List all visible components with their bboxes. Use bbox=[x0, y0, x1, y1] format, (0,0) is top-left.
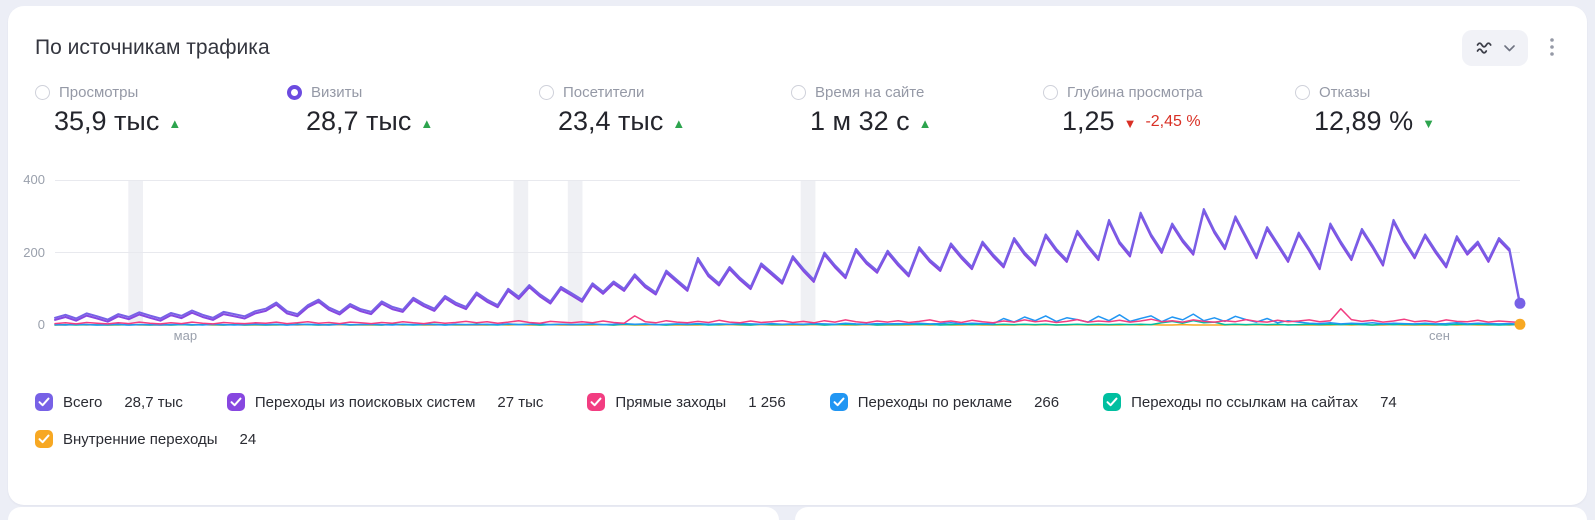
metric-value: 1 м 32 с bbox=[810, 106, 910, 136]
traffic-chart: 0 200 400 мар сен bbox=[23, 172, 1560, 347]
legend-item-direct-traffic[interactable]: Прямые заходы 1 256 bbox=[587, 393, 786, 411]
legend-label: Внутренние переходы bbox=[63, 430, 218, 448]
legend-value: 266 bbox=[1034, 393, 1060, 411]
trend-down-icon: ▼ bbox=[1422, 115, 1435, 131]
metric-label: Отказы bbox=[1319, 84, 1371, 101]
check-icon bbox=[1106, 397, 1118, 407]
legend-label: Переходы по рекламе bbox=[857, 393, 1013, 411]
metric-delta: -2,45 % bbox=[1145, 112, 1201, 130]
check-icon bbox=[38, 434, 50, 444]
radio-icon[interactable] bbox=[791, 85, 806, 100]
legend-value: 1 256 bbox=[748, 393, 786, 411]
next-card-stub-left bbox=[8, 507, 779, 520]
legend-row: Всего 28,7 тыс Переходы из поисковых сис… bbox=[35, 393, 1560, 411]
metric-label: Время на сайте bbox=[815, 84, 925, 101]
checkbox-checked-icon[interactable] bbox=[35, 430, 53, 448]
legend-label: Переходы по ссылкам на сайтах bbox=[1131, 393, 1359, 411]
check-icon bbox=[38, 397, 50, 407]
trend-up-icon: ▲ bbox=[918, 115, 932, 131]
wave-lines-icon bbox=[1476, 42, 1492, 54]
legend-row: Внутренние переходы 24 bbox=[35, 430, 1560, 448]
legend-label: Прямые заходы bbox=[615, 393, 727, 411]
metric-value: 1,25 bbox=[1062, 106, 1115, 136]
x-tick-label: мар bbox=[173, 328, 198, 343]
legend-value: 74 bbox=[1380, 393, 1397, 411]
radio-icon[interactable] bbox=[1043, 85, 1058, 100]
checkbox-checked-icon[interactable] bbox=[587, 393, 606, 411]
checkbox-checked-icon[interactable] bbox=[829, 393, 848, 411]
y-tick-label: 400 bbox=[23, 172, 45, 187]
chart-legend: Всего 28,7 тыс Переходы из поисковых сис… bbox=[35, 393, 1560, 448]
next-card-stub-right bbox=[795, 507, 1587, 520]
metric-label: Просмотры bbox=[59, 84, 139, 101]
kebab-menu-button[interactable] bbox=[1544, 34, 1560, 63]
legend-value: 24 bbox=[239, 430, 257, 448]
card-header: По источникам трафика bbox=[35, 30, 1560, 72]
metric-label: Посетители bbox=[563, 84, 645, 101]
legend-value: 28,7 тыс bbox=[124, 393, 183, 411]
legend-item-site-links-traffic[interactable]: Переходы по ссылкам на сайтах 74 bbox=[1103, 393, 1397, 411]
traffic-sources-card: По источникам трафика bbox=[8, 6, 1587, 505]
metric-value: 12,89 % bbox=[1314, 106, 1414, 136]
trend-down-icon: ▼ bbox=[1123, 115, 1137, 131]
legend-item-ad-traffic[interactable]: Переходы по рекламе 266 bbox=[829, 393, 1060, 411]
checkbox-checked-icon[interactable] bbox=[35, 393, 53, 411]
metric-value: 28,7 тыс bbox=[306, 106, 412, 136]
trend-up-icon: ▲ bbox=[672, 115, 686, 131]
metric-bounce-rate[interactable]: Отказы 12,89 % ▼ bbox=[1295, 84, 1547, 137]
legend-item-search-traffic[interactable]: Переходы из поисковых систем 27 тыс bbox=[226, 393, 544, 411]
x-tick-label: сен bbox=[1428, 328, 1450, 343]
metric-label: Глубина просмотра bbox=[1067, 84, 1203, 101]
checkbox-checked-icon[interactable] bbox=[226, 393, 245, 411]
check-icon bbox=[833, 397, 845, 407]
metric-time-on-site[interactable]: Время на сайте 1 м 32 с ▲ bbox=[791, 84, 1043, 137]
legend-value: 27 тыс bbox=[497, 393, 544, 411]
metric-depth[interactable]: Глубина просмотра 1,25 ▼ -2,45 % bbox=[1043, 84, 1295, 137]
legend-item-total[interactable]: Всего 28,7 тыс bbox=[35, 393, 183, 411]
metric-visits[interactable]: Визиты 28,7 тыс ▲ bbox=[287, 84, 539, 137]
radio-icon[interactable] bbox=[539, 85, 554, 100]
radio-icon[interactable] bbox=[287, 85, 302, 100]
y-tick-label: 0 bbox=[37, 317, 45, 332]
checkbox-checked-icon[interactable] bbox=[1103, 393, 1122, 411]
metric-value: 23,4 тыс bbox=[558, 106, 664, 136]
metric-views[interactable]: Просмотры 35,9 тыс ▲ bbox=[35, 84, 287, 137]
metric-selector-row: Просмотры 35,9 тыс ▲ Визиты 28,7 тыс ▲ bbox=[35, 84, 1560, 137]
radio-icon[interactable] bbox=[35, 85, 50, 100]
page-title: По источникам трафика bbox=[35, 36, 270, 59]
trend-up-icon: ▲ bbox=[168, 115, 182, 131]
radio-icon[interactable] bbox=[1295, 85, 1310, 100]
chevron-down-icon bbox=[1504, 44, 1515, 51]
chart-type-dropdown-button[interactable] bbox=[1462, 30, 1528, 66]
metric-visitors[interactable]: Посетители 23,4 тыс ▲ bbox=[539, 84, 791, 137]
metric-value: 35,9 тыс bbox=[54, 106, 160, 136]
traffic-chart-svg[interactable] bbox=[54, 180, 1526, 333]
header-controls bbox=[1462, 30, 1560, 66]
legend-label: Всего bbox=[63, 393, 103, 411]
check-icon bbox=[590, 397, 602, 407]
legend-label: Переходы из поисковых систем bbox=[254, 393, 476, 411]
y-tick-label: 200 bbox=[23, 244, 45, 260]
trend-up-icon: ▲ bbox=[420, 115, 434, 131]
kebab-menu-icon bbox=[1550, 37, 1554, 56]
metric-label: Визиты bbox=[311, 84, 363, 101]
check-icon bbox=[230, 397, 242, 407]
legend-item-internal-traffic[interactable]: Внутренние переходы 24 bbox=[35, 430, 256, 448]
